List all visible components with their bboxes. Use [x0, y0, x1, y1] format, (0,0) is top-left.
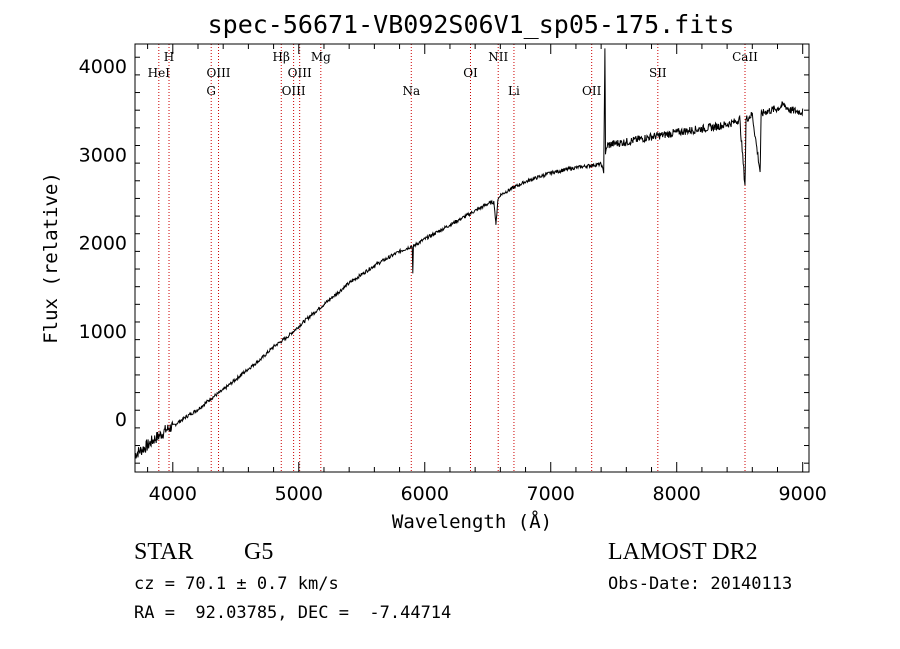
spectral-line-label: Li	[508, 84, 520, 98]
redshift-value: cz = 70.1 ± 0.7 km/s	[134, 574, 339, 594]
spectral-line-label: OIII	[282, 84, 306, 98]
x-tick-label: 9000	[779, 483, 827, 505]
spectral-line-label: Na	[402, 84, 420, 98]
plot-frame	[134, 43, 810, 473]
spectral-line-label: H	[164, 50, 174, 64]
y-tick-label: 0	[115, 409, 127, 431]
spectral-line-label: Mg	[311, 50, 331, 64]
y-tick-label: 4000	[79, 56, 127, 78]
spectral-line-label: G	[206, 84, 216, 98]
spectral-line-label: SII	[649, 66, 667, 80]
spectral-line-label: OII	[582, 84, 602, 98]
spectral-line-label: NII	[488, 50, 508, 64]
spectral-line-label: OIII	[206, 66, 230, 80]
spectral-line-labels: HeI H G OIII Hβ OIII OIII Mg Na OI NII Li OII SII CaII	[148, 50, 759, 98]
observation-date: Obs-Date: 20140113	[608, 574, 793, 594]
flux-series-line	[134, 48, 804, 459]
object-class: STAR	[134, 539, 194, 565]
object-subclass: G5	[244, 539, 274, 565]
x-tick-label: 7000	[527, 483, 575, 505]
survey-name: LAMOST DR2	[608, 539, 758, 565]
x-tick-label: 4000	[149, 483, 197, 505]
spectral-line-label: OIII	[288, 66, 312, 80]
x-axis-ticks: 4000 5000 6000 7000 8000 9000	[147, 44, 827, 505]
x-tick-label: 5000	[275, 483, 323, 505]
spectral-line-label: CaII	[732, 50, 758, 64]
x-axis-label: Wavelength (Å)	[392, 510, 552, 533]
spectral-line-markers	[158, 44, 746, 472]
coordinates: RA = 92.03785, DEC = -7.44714	[134, 603, 452, 623]
spectral-line-label: OI	[463, 66, 478, 80]
x-tick-label: 6000	[401, 483, 449, 505]
spectral-line-label: Hβ	[273, 50, 290, 64]
x-tick-label: 8000	[653, 483, 701, 505]
y-tick-label: 2000	[79, 233, 127, 255]
y-tick-label: 3000	[79, 144, 127, 166]
y-axis-ticks: 0 1000 2000 3000 4000	[79, 56, 809, 464]
y-tick-label: 1000	[79, 321, 127, 343]
chart-title: spec-56671-VB092S06V1_sp05-175.fits	[208, 10, 735, 39]
spectral-line-label: HeI	[148, 66, 171, 80]
y-axis-label: Flux (relative)	[40, 172, 62, 344]
